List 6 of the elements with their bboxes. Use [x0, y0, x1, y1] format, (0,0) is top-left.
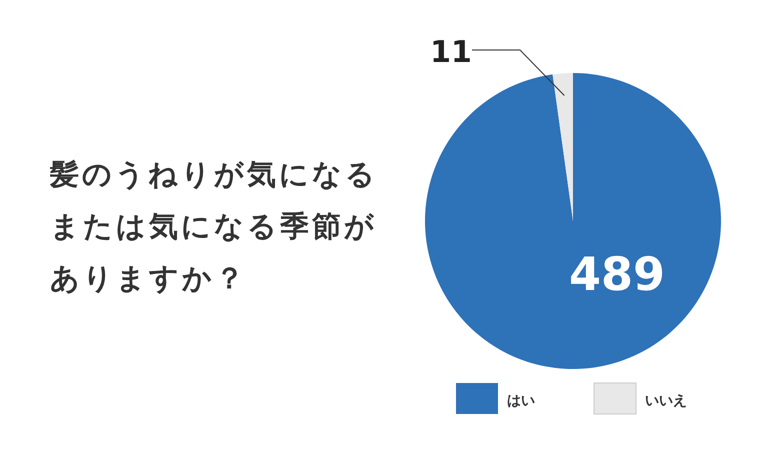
legend-label: いいえ — [645, 393, 687, 409]
legend-label: はい — [507, 393, 535, 409]
data-label: 11 — [430, 35, 472, 70]
data-label: 489 — [568, 247, 666, 301]
text: 髪のうねりが気になるまたは気になる季節がありますか？ — [50, 156, 379, 297]
slice: 489 — [425, 73, 721, 369]
